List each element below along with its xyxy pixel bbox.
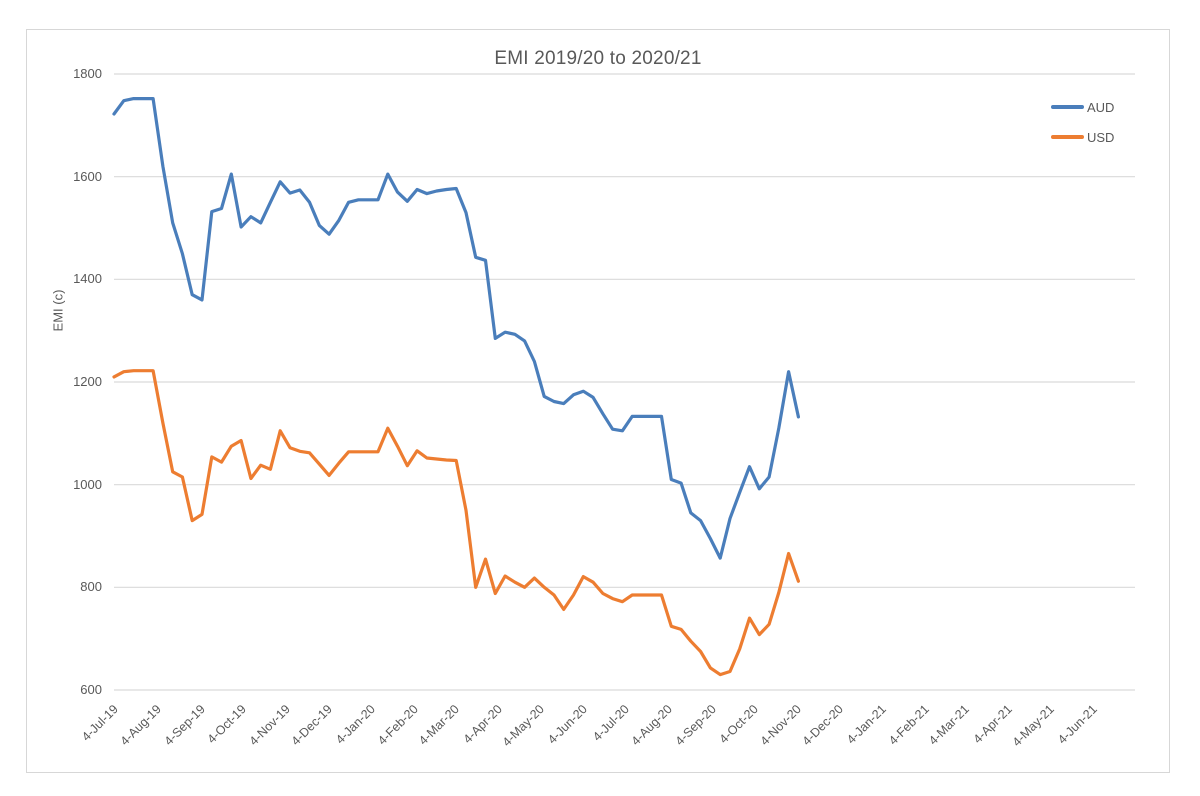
- chart-title: EMI 2019/20 to 2020/21: [494, 48, 702, 69]
- series-line-aud: [112, 97, 800, 560]
- y-tick-label-600: 600: [80, 682, 102, 697]
- legend: AUD USD: [1051, 98, 1114, 158]
- chart-frame: [26, 29, 1170, 773]
- legend-label-usd: USD: [1087, 129, 1115, 145]
- series-line-usd: [112, 369, 800, 677]
- y-tick-label-800: 800: [80, 579, 102, 595]
- legend-item-usd: USD: [1051, 128, 1114, 146]
- y-tick-label-1400: 1400: [73, 271, 102, 287]
- y-tick-label-1600: 1600: [73, 168, 102, 184]
- y-tick-label-1200: 1200: [73, 374, 102, 389]
- aud-line-swatch-icon: [1051, 105, 1084, 109]
- y-tick-label-1800: 1800: [73, 66, 102, 81]
- legend-item-aud: AUD: [1051, 98, 1114, 116]
- usd-line-swatch-icon: [1051, 135, 1084, 139]
- y-axis-title: EMI (c): [50, 289, 66, 332]
- legend-label-aud: AUD: [1087, 99, 1115, 115]
- y-tick-label-1000: 1000: [73, 476, 102, 492]
